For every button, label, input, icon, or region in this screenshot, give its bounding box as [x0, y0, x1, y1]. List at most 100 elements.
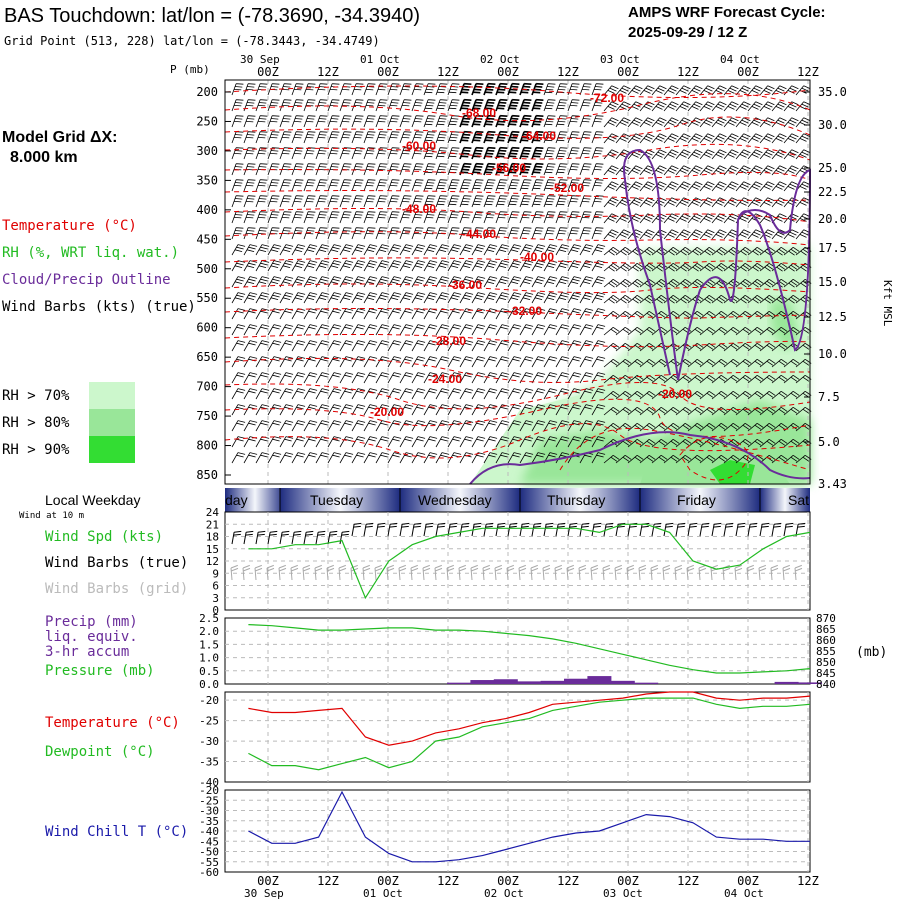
wind-barb: [315, 388, 330, 400]
wind-barb: [483, 420, 498, 432]
wind-barb: [375, 372, 390, 384]
wind-barb: [435, 324, 450, 336]
precip-bar: [774, 681, 799, 684]
wind-barb: [531, 82, 544, 96]
wind-barb: [327, 292, 342, 304]
height-tick-label: 15.0: [818, 275, 847, 289]
wind-barb: [495, 356, 510, 368]
temperature-panel: -20 -25 -30 -35 -40: [199, 691, 811, 789]
wind-barb: [663, 149, 679, 160]
legend-rh80: RH > 80%: [2, 415, 70, 431]
wind-barb: [423, 99, 436, 112]
wind-barb: [303, 211, 316, 224]
wind-barb: [279, 115, 292, 128]
wind-barb: [303, 147, 316, 160]
wind-barb: [783, 262, 800, 272]
wind-barb: [675, 454, 692, 464]
wind-barb: [795, 85, 811, 96]
wind-barb: [675, 181, 691, 192]
wind-barb: [303, 99, 316, 112]
wind-barb: [374, 564, 383, 581]
wind-speed-series: [248, 523, 811, 600]
wind-barb: [399, 131, 412, 144]
wind-barb: [387, 372, 402, 384]
wind-barb: [663, 406, 680, 416]
wind-barb: [446, 564, 455, 581]
wind-barb: [279, 99, 292, 112]
wind-barb: [339, 420, 354, 432]
wind-barb: [314, 564, 323, 581]
wind-barb: [339, 292, 354, 304]
wind-barb: [615, 358, 632, 368]
wind-barb: [339, 211, 352, 224]
wind-barb: [399, 420, 414, 432]
wind-barb: [303, 115, 316, 128]
wind-barb: [747, 358, 764, 368]
wind-barb: [735, 85, 751, 96]
wind-barb: [591, 147, 604, 160]
precip-bar: [470, 680, 495, 684]
wind-barb: [279, 211, 292, 224]
wind-barb: [315, 420, 330, 432]
wind-barb: [627, 101, 643, 112]
wind-barb: [363, 115, 376, 128]
bottom-hour-label: 00Z: [617, 874, 639, 888]
wind-barb: [507, 130, 520, 144]
wind-barb: [687, 278, 704, 288]
wind-barb: [519, 356, 534, 368]
wind-barb: [423, 163, 436, 176]
wind-barb: [423, 244, 438, 256]
wind-barb: [339, 276, 354, 288]
wind-barb: [723, 294, 740, 304]
wind-barb: [747, 422, 764, 432]
wind-barb: [279, 147, 292, 160]
wind-barb: [735, 246, 752, 256]
wind-barb: [615, 246, 632, 256]
wind-barb: [615, 133, 631, 144]
bottom-hour-label: 12Z: [557, 874, 579, 888]
wind-barb: [627, 358, 644, 368]
wind-barb: [663, 278, 680, 288]
wind-barb: [387, 163, 400, 176]
wind-barb: [555, 115, 568, 128]
wind-barb: [483, 146, 496, 160]
wind-barb: [399, 163, 412, 176]
wind-barb: [255, 292, 270, 304]
wind-barb: [387, 420, 402, 432]
wind-barb: [243, 179, 256, 192]
wind-barb: [471, 276, 486, 288]
wind-barb: [339, 404, 354, 416]
height-tick-label: 20.0: [818, 212, 847, 226]
wind-barb: [783, 390, 800, 400]
wind-barb: [531, 114, 544, 128]
wind-barb: [507, 244, 522, 256]
wind-barb: [567, 436, 582, 448]
wind-barb: [663, 390, 680, 400]
legend-rh90: RH > 90%: [2, 442, 70, 458]
local-weekday-label: Local Weekday: [45, 492, 140, 508]
temp-label: -52.00: [550, 181, 584, 195]
wind-barb: [771, 358, 788, 368]
wind-barb: [771, 117, 787, 128]
wind-barb: [578, 564, 587, 581]
wind-barb: [531, 98, 544, 112]
wind-barb: [543, 163, 556, 176]
wind-barb: [471, 146, 484, 160]
wind-barb: [423, 131, 436, 144]
y-tick-label: -45: [199, 835, 219, 848]
wind-barb: [303, 227, 316, 240]
wind-barb: [339, 308, 354, 320]
wind-barb: [387, 211, 400, 224]
wind-barb: [651, 454, 668, 464]
pressure-tick-label: 200: [196, 85, 218, 99]
wind-barb: [543, 436, 558, 448]
wind-barb: [711, 326, 728, 336]
wind-barb: [303, 324, 318, 336]
wind-barb: [603, 262, 620, 272]
wind-barb: [351, 340, 366, 352]
wind-barb: [315, 530, 326, 545]
wind-barb: [279, 388, 294, 400]
wind-barb: [399, 83, 412, 96]
wind-barb: [471, 130, 484, 144]
right-tick-label: 865: [816, 623, 836, 636]
